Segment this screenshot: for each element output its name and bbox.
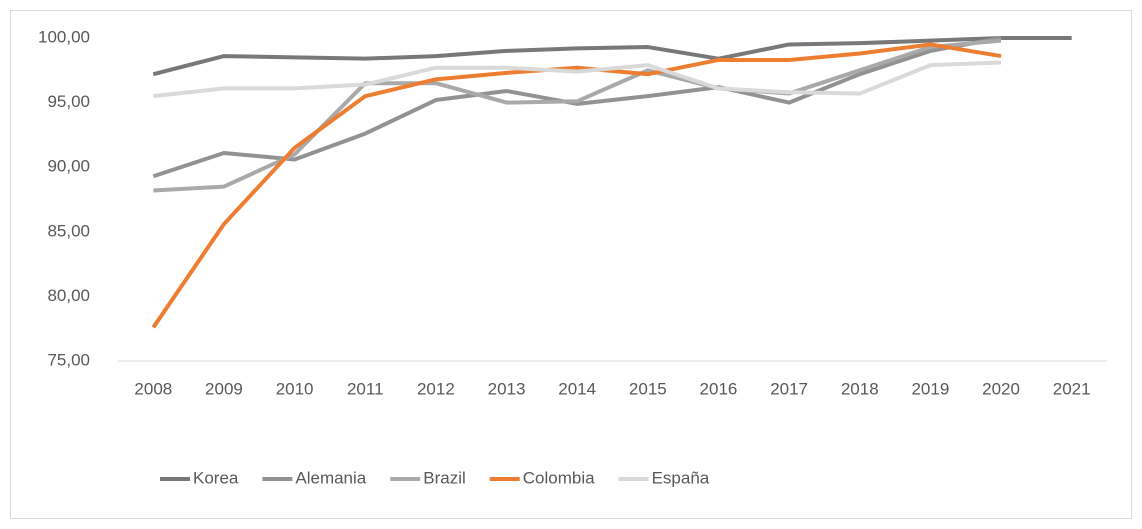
legend-label: Brazil: [423, 468, 466, 487]
legend-label: España: [652, 468, 710, 487]
series-line: [152, 36, 1072, 77]
series-line: [153, 38, 1002, 193]
y-tick-label: 85,00: [47, 221, 90, 240]
x-tick-label: 2019: [911, 379, 949, 398]
series-line: [151, 42, 1002, 329]
x-tick-label: 2008: [134, 379, 172, 398]
y-tick-label: 90,00: [47, 157, 90, 176]
x-tick-label: 2015: [629, 379, 667, 398]
x-tick-label: 2016: [700, 379, 738, 398]
x-tick-label: 2009: [205, 379, 243, 398]
x-tick-label: 2014: [558, 379, 596, 398]
chart-border: [10, 10, 1132, 519]
x-tick-label: 2020: [982, 379, 1020, 398]
x-tick-label: 2011: [347, 379, 384, 398]
legend-label: Alemania: [295, 468, 366, 487]
legend-label: Korea: [193, 468, 239, 487]
x-tick-label: 2018: [841, 379, 879, 398]
series-line: [153, 60, 1002, 99]
x-tick-label: 2017: [770, 379, 808, 398]
series-line: [152, 36, 1002, 179]
y-tick-label: 100,00: [38, 27, 90, 46]
x-tick-label: 2013: [488, 379, 526, 398]
x-tick-label: 2021: [1053, 379, 1091, 398]
legend-label: Colombia: [523, 468, 595, 487]
x-tick-label: 2012: [417, 379, 455, 398]
y-tick-label: 75,00: [47, 350, 90, 369]
x-tick-label: 2010: [276, 379, 314, 398]
y-tick-label: 80,00: [47, 286, 90, 305]
y-tick-label: 95,00: [47, 92, 90, 111]
